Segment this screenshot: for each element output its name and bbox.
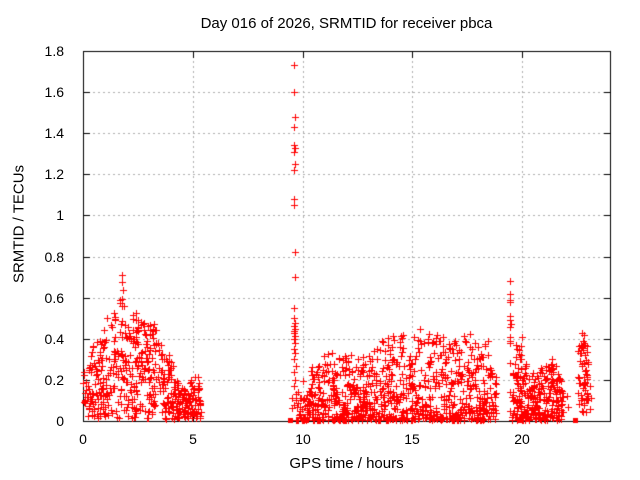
y-axis-label: SRMTID / TECUs [10, 164, 28, 284]
y-tick-label: 0.6 [44, 290, 64, 306]
x-tick-label: 10 [295, 431, 311, 447]
y-tick-label: 0.2 [44, 372, 64, 388]
y-tick-label: 1.2 [44, 166, 64, 182]
y-tick-label: 0.4 [44, 331, 64, 347]
x-tick-label: 0 [79, 431, 87, 447]
chart-title: Day 016 of 2026, SRMTID for receiver pbc… [200, 15, 493, 32]
y-tick-label: 1 [56, 207, 64, 223]
y-tick-label: 1.4 [44, 125, 64, 141]
y-tick-label: 1.6 [44, 84, 64, 100]
x-tick-label: 20 [514, 431, 530, 447]
y-tick-label: 0.8 [44, 249, 64, 265]
x-axis-label: GPS time / hours [289, 455, 404, 472]
y-tick-label: 0 [56, 413, 64, 429]
y-tick-label: 1.8 [44, 43, 64, 59]
x-tick-label: 5 [189, 431, 197, 447]
x-tick-label: 15 [404, 431, 420, 447]
